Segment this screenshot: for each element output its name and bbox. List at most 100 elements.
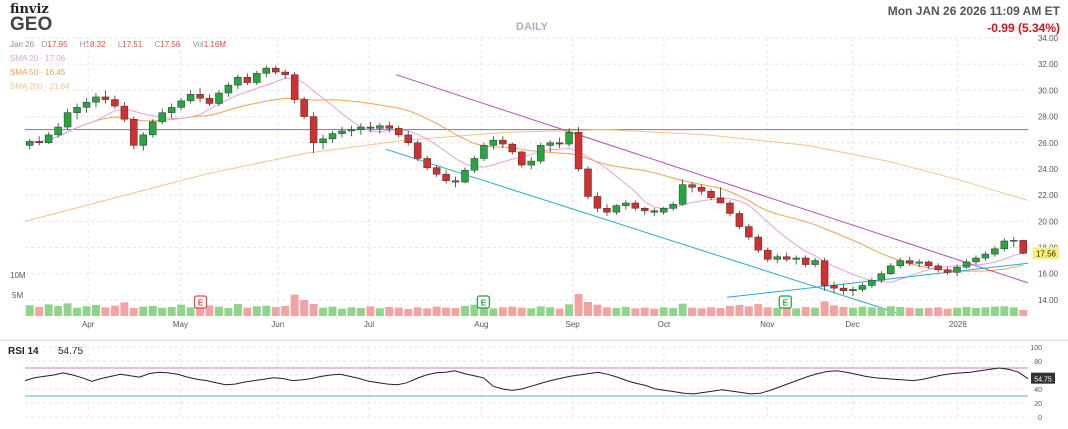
candle-body — [792, 257, 800, 260]
volume-bar — [110, 305, 119, 316]
volume-bar — [612, 308, 621, 316]
close-value: 17.56 — [160, 40, 181, 49]
earnings-marker-label: E — [198, 299, 204, 308]
candle-body — [44, 134, 53, 144]
volume-bar — [631, 308, 640, 316]
candle-body — [584, 168, 592, 197]
volume-bar — [763, 307, 772, 316]
candle-body — [234, 77, 242, 86]
candle-body — [905, 260, 914, 264]
volume-bar — [962, 307, 971, 316]
volume-bar — [44, 304, 53, 316]
candle-body — [565, 132, 573, 145]
trendline-lower — [385, 148, 898, 314]
volume-bar — [678, 303, 687, 316]
volume-bar — [470, 304, 479, 316]
volume-bar — [830, 305, 839, 316]
volume-bar — [716, 308, 725, 316]
candle-body — [868, 280, 876, 286]
candle-body — [92, 96, 100, 103]
volume-bar — [328, 306, 337, 316]
volume-bar — [82, 306, 91, 316]
candle-body — [707, 190, 715, 199]
volume-bar — [886, 306, 895, 316]
candle-body — [953, 266, 961, 273]
volume-bar — [792, 308, 801, 316]
candle-body — [300, 99, 308, 117]
candle-body — [470, 158, 479, 171]
candle-body — [1019, 240, 1027, 254]
candle-body — [801, 257, 810, 265]
candle-body — [272, 67, 280, 73]
candle-body — [54, 126, 62, 136]
last-price-badge — [1033, 247, 1059, 260]
x-tick-label: Dec — [845, 320, 859, 329]
candle-body — [35, 141, 43, 144]
volume-bar — [896, 307, 905, 316]
candle-body — [63, 112, 72, 128]
rsi-line — [24, 367, 1029, 395]
candle-body — [754, 236, 763, 251]
candle-body — [253, 73, 261, 83]
y-tick-label: 22.00 — [1038, 191, 1059, 200]
candle-body — [451, 180, 460, 183]
y-tick-label: 28.00 — [1038, 113, 1059, 122]
candle-body — [508, 143, 517, 153]
volume-bar — [25, 305, 34, 316]
volume-bar — [338, 308, 346, 316]
x-tick-label: 2026 — [949, 320, 967, 329]
volume-bar — [877, 308, 886, 316]
candle-body — [726, 202, 734, 214]
candle-body — [499, 139, 507, 145]
trendline-upper — [395, 74, 1029, 284]
volume-bar — [650, 308, 659, 316]
close-label: C — [154, 40, 161, 49]
candle-body — [338, 130, 346, 134]
candle-body — [915, 261, 923, 264]
volume-bar — [640, 307, 649, 316]
candle-body — [669, 204, 677, 209]
candle-body — [650, 210, 658, 213]
candle-body — [205, 97, 214, 104]
candle-body — [574, 132, 583, 170]
candle-body — [1010, 240, 1018, 242]
candle-body — [309, 116, 318, 144]
y-tick-label: 30.00 — [1038, 86, 1059, 95]
volume-bar — [461, 306, 469, 316]
candle-body — [839, 287, 848, 291]
price-change: -0.99 (5.34%) — [987, 21, 1060, 35]
ohlc-readout: Jan 26 O17.95 H18.32 L17.51 C17.56 Vol1.… — [10, 40, 236, 49]
volume-bar — [479, 307, 488, 316]
candle-body — [555, 142, 564, 145]
candle-body — [489, 139, 498, 146]
x-tick-label: Apr — [82, 320, 95, 329]
volume-bar — [309, 304, 318, 316]
y-tick-label: 24.00 — [1038, 165, 1059, 174]
candle-body — [924, 261, 933, 267]
candle-body — [196, 94, 204, 99]
volume-bar — [934, 307, 943, 316]
finviz-logo[interactable]: finviz — [10, 2, 49, 17]
legend-sma200: SMA 200 · 21.64 — [10, 82, 70, 91]
candle-body — [764, 249, 772, 260]
volume-bar — [688, 307, 697, 316]
candle-body — [130, 118, 138, 146]
rsi-title: RSI 14 — [8, 346, 39, 357]
candle-body — [158, 112, 166, 123]
x-tick-label: Jun — [271, 320, 284, 329]
volume-bar — [271, 307, 280, 316]
candle-body — [877, 273, 886, 281]
volume-bar — [943, 308, 952, 316]
rsi-tick-label: 20 — [1034, 401, 1042, 408]
low-value: 17.51 — [122, 40, 143, 49]
candle-body — [413, 142, 422, 159]
candle-body — [962, 261, 971, 268]
vol-label: Vol — [192, 40, 204, 49]
volume-bar — [990, 306, 999, 316]
volume-bar — [186, 307, 195, 316]
candle-body — [536, 145, 545, 162]
earnings-marker — [193, 295, 208, 309]
volume-bar — [243, 307, 252, 316]
volume-bar — [508, 306, 517, 316]
